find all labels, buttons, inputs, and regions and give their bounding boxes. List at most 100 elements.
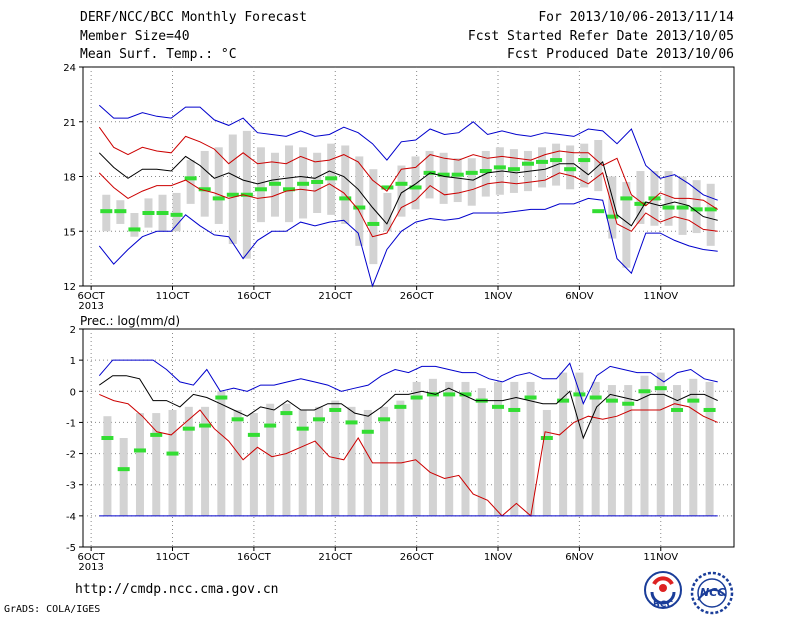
prec-y-tick-label: 0 (70, 387, 76, 398)
temp-median-mark (676, 205, 689, 210)
prec-box (542, 409, 551, 516)
temp-median-mark (212, 196, 225, 201)
prec-median-mark (703, 407, 716, 412)
temp-mean-line (98, 152, 718, 227)
temp-box (228, 134, 237, 245)
prec-median-mark (166, 451, 179, 456)
temp-median-mark (170, 212, 183, 217)
temp-y-tick-label: 18 (63, 173, 76, 184)
prec-box (412, 381, 421, 516)
temp-x-tick-label: 21OCT (318, 291, 353, 302)
prec-box (266, 403, 275, 516)
temp-box (355, 156, 364, 246)
temp-min-line (98, 197, 718, 288)
ncc-logo: NCC (688, 570, 736, 616)
prec-median-mark (231, 417, 244, 422)
temp-x-tick-label: 11OCT (156, 291, 191, 302)
temp-box (411, 156, 420, 210)
prec-box (640, 375, 649, 516)
temp-median-mark (536, 159, 549, 164)
temp-box (538, 147, 547, 188)
temp-box (172, 192, 181, 232)
prec-box (624, 385, 633, 516)
prec-box (445, 381, 454, 516)
temp-median-mark (395, 181, 408, 186)
temp-x-tick-label: 11NOV (643, 291, 678, 302)
prec-plot-frame (82, 328, 735, 548)
variable-label: Mean Surf. Temp.: °C (80, 47, 237, 62)
temp-median-mark (367, 221, 380, 226)
prec-median-mark (605, 398, 618, 403)
temp-y-tick-label: 21 (63, 118, 76, 129)
temp-x-year-label: 2013 (78, 301, 103, 312)
temp-median-mark (297, 181, 310, 186)
forecast-period: For 2013/10/06-2013/11/14 (538, 10, 734, 25)
prec-median-mark (443, 392, 456, 397)
temp-box (256, 147, 265, 223)
prec-box (673, 385, 682, 516)
temp-median-mark (268, 181, 281, 186)
temp-median-mark (283, 187, 296, 192)
temp-plot-frame (82, 66, 735, 287)
temp-box (453, 158, 462, 203)
prec-box (477, 388, 486, 516)
prec-median-mark (280, 411, 293, 416)
temp-median-mark (114, 209, 127, 214)
prec-box (135, 413, 144, 516)
prec-median-mark (296, 426, 309, 431)
prec-median-mark (459, 392, 472, 397)
temp-y-tick-label: 24 (63, 63, 76, 74)
prec-median-mark (394, 404, 407, 409)
prec-median-mark (150, 432, 163, 437)
prec-box (168, 409, 177, 516)
prec-median-mark (182, 426, 195, 431)
temp-box (130, 213, 139, 237)
prec-box (396, 400, 405, 516)
prec-median-mark (247, 432, 260, 437)
temp-median-mark (156, 211, 169, 215)
prec-median-mark (426, 392, 439, 397)
prec-median-mark (361, 429, 374, 434)
prec-median-mark (215, 395, 228, 400)
prec-y-tick-label: -4 (66, 512, 76, 523)
temp-y-tick-label: 15 (63, 227, 76, 238)
prec-median-mark (671, 407, 684, 412)
temp-median-mark (507, 167, 520, 172)
ncc-logo-text: NCC (700, 586, 726, 599)
temp-box (467, 158, 476, 206)
prec-box (607, 385, 616, 516)
temp-p90-line (98, 126, 718, 210)
prec-median-mark (133, 448, 146, 453)
fcst-produced-date: Fcst Produced Date 2013/10/06 (507, 47, 734, 62)
temp-box (186, 160, 195, 204)
prec-box (510, 381, 519, 516)
prec-median-mark (687, 398, 700, 403)
temp-box (341, 145, 350, 224)
temp-median-mark (184, 176, 197, 181)
temp-median-mark (311, 179, 324, 184)
prec-x-tick-label: 26OCT (400, 552, 435, 563)
prec-box (705, 381, 714, 516)
prec-box (428, 378, 437, 516)
temp-median-mark (353, 205, 366, 210)
chart-title: DERF/NCC/BCC Monthly Forecast (80, 10, 307, 25)
temp-median-mark (690, 207, 703, 212)
prec-box (526, 381, 535, 516)
temp-median-mark (493, 165, 506, 170)
prec-box (103, 416, 112, 516)
temp-median-mark (100, 209, 113, 214)
temp-box (369, 169, 378, 265)
prec-median-mark (589, 395, 602, 400)
prec-x-tick-label: 11NOV (643, 552, 678, 563)
temp-median-mark (620, 196, 633, 201)
prec-median-mark (638, 389, 651, 394)
temp-box (200, 150, 209, 217)
temp-y-tick-label: 12 (63, 282, 76, 293)
temp-median-mark (564, 167, 577, 172)
temp-box (383, 192, 392, 232)
temp-box (397, 165, 406, 217)
prec-median-mark (492, 404, 505, 409)
bcc-logo: BCC (640, 570, 686, 616)
temp-box (580, 143, 589, 188)
prec-box (494, 381, 503, 516)
